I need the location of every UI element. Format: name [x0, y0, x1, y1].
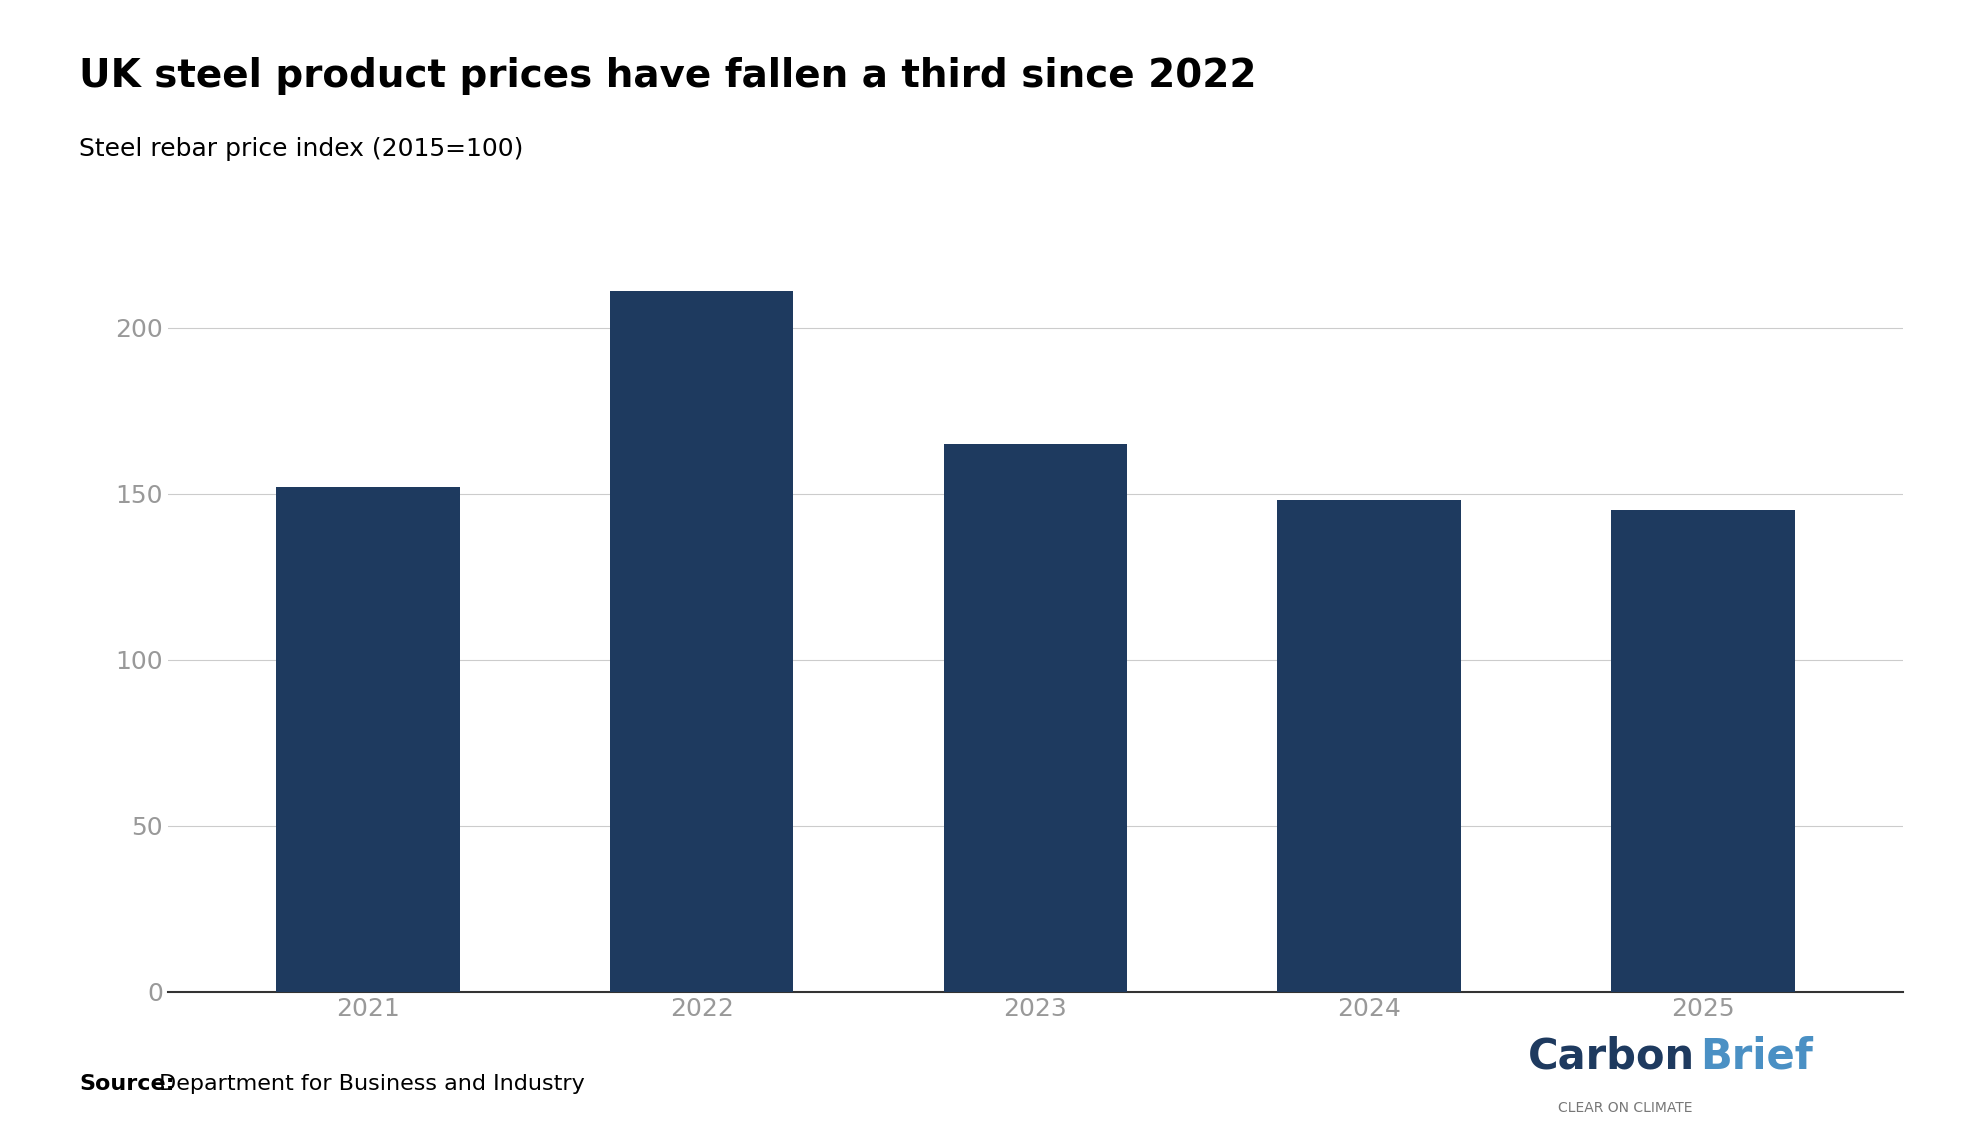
Bar — [1611, 511, 1795, 992]
Bar — [943, 443, 1128, 992]
Bar — [1278, 500, 1461, 992]
Text: UK steel product prices have fallen a third since 2022: UK steel product prices have fallen a th… — [79, 57, 1256, 95]
Bar — [609, 291, 793, 992]
Text: CLEAR ON CLIMATE: CLEAR ON CLIMATE — [1558, 1101, 1692, 1115]
Bar — [276, 487, 459, 992]
Text: Department for Business and Industry: Department for Business and Industry — [152, 1074, 584, 1094]
Text: Carbon: Carbon — [1528, 1035, 1696, 1077]
Text: Brief: Brief — [1700, 1035, 1812, 1077]
Text: Steel rebar price index (2015=100): Steel rebar price index (2015=100) — [79, 137, 523, 161]
Text: Source:: Source: — [79, 1074, 174, 1094]
